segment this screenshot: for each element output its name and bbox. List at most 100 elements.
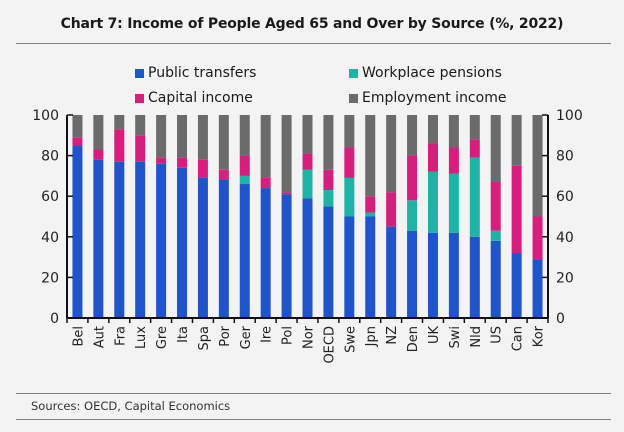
x-tick-label: Bel: [71, 326, 86, 347]
bar-public-transfers: [218, 179, 229, 318]
legend-item-public-transfers: Public transfers: [135, 65, 256, 81]
y-tick-label-left: 0: [50, 311, 59, 327]
bar-employment-income: [135, 115, 146, 136]
x-tick-label: Swe: [343, 326, 358, 353]
bar-public-transfers: [532, 259, 543, 318]
bar-capital-income: [365, 196, 376, 213]
bar-public-transfers: [239, 184, 250, 318]
bar-employment-income: [427, 115, 438, 144]
bar-public-transfers: [448, 232, 459, 318]
bar-workplace-pensions: [365, 212, 376, 217]
bar-capital-income: [177, 157, 188, 168]
x-tick-label: Aut: [92, 326, 107, 348]
bar-capital-income: [344, 147, 355, 178]
bar-public-transfers: [511, 253, 522, 318]
bar-employment-income: [197, 115, 208, 160]
bar-employment-income: [281, 115, 292, 193]
bar-public-transfers: [323, 206, 334, 318]
bar-employment-income: [156, 115, 167, 158]
y-tick-label-right: 0: [556, 311, 565, 327]
bar-capital-income: [93, 149, 104, 160]
legend-swatch-employment-income: [349, 93, 358, 103]
x-tick-label: Nld: [469, 326, 484, 348]
x-tick-label: Den: [406, 326, 421, 352]
legend-swatch-public-transfers: [135, 68, 144, 78]
y-tick-label-left: 80: [41, 149, 59, 165]
bar-public-transfers: [302, 198, 313, 318]
bar-public-transfers: [490, 240, 501, 318]
bar-workplace-pensions: [448, 173, 459, 233]
bar-public-transfers: [407, 230, 418, 318]
x-tick-label: UK: [427, 326, 442, 345]
bar-capital-income: [448, 147, 459, 174]
legend-item-employment-income: Employment income: [349, 90, 506, 106]
bar-public-transfers: [197, 177, 208, 318]
bar-public-transfers: [72, 145, 83, 318]
bar-capital-income: [532, 216, 543, 260]
bar-employment-income: [469, 115, 480, 140]
bar-capital-income: [135, 135, 146, 162]
bar-capital-income: [302, 153, 313, 170]
bar-capital-income: [469, 139, 480, 158]
x-tick-label: Fra: [113, 326, 128, 346]
y-tick-label-left: 100: [32, 108, 59, 124]
bar-capital-income: [197, 159, 208, 178]
x-tick-label: Ita: [176, 326, 191, 343]
legend-label: Workplace pensions: [362, 65, 502, 81]
bar-employment-income: [407, 115, 418, 156]
bar-capital-income: [239, 155, 250, 176]
footer-divider-bottom: [16, 419, 611, 420]
x-tick-label: NZ: [385, 326, 400, 345]
y-tick-label-right: 100: [556, 108, 583, 124]
x-tick-label: US: [490, 326, 505, 344]
bar-public-transfers: [281, 194, 292, 318]
x-tick-label: Gre: [155, 326, 170, 349]
x-tick-label: Can: [511, 326, 526, 351]
legend-item-workplace-pensions: Workplace pensions: [349, 65, 502, 81]
x-tick-label: Nor: [302, 325, 317, 349]
bar-capital-income: [427, 143, 438, 172]
bar-workplace-pensions: [302, 169, 313, 199]
bar-workplace-pensions: [407, 200, 418, 231]
bar-public-transfers: [344, 216, 355, 318]
y-tick-label-left: 60: [41, 189, 59, 205]
bar-public-transfers: [260, 188, 271, 318]
bar-public-transfers: [177, 167, 188, 318]
y-tick-label-left: 40: [41, 230, 59, 246]
bar-employment-income: [344, 115, 355, 148]
source-note: Sources: OECD, Capital Economics: [31, 399, 231, 413]
bar-employment-income: [490, 115, 501, 182]
bar-capital-income: [407, 155, 418, 201]
legend-item-capital-income: Capital income: [135, 90, 253, 106]
legend-label: Public transfers: [148, 65, 257, 81]
bar-public-transfers: [114, 161, 125, 318]
legend-swatch-capital-income: [135, 93, 144, 103]
bar-employment-income: [386, 115, 397, 193]
title-divider: [16, 43, 611, 44]
bar-employment-income: [448, 115, 459, 148]
bar-public-transfers: [365, 216, 376, 318]
bar-employment-income: [218, 115, 229, 170]
legend-swatch-workplace-pensions: [349, 68, 358, 78]
bar-employment-income: [302, 115, 313, 154]
y-tick-label-right: 80: [556, 149, 574, 165]
x-tick-label: Ire: [260, 326, 275, 343]
bar-capital-income: [156, 157, 167, 164]
bar-capital-income: [218, 169, 229, 180]
bar-workplace-pensions: [239, 175, 250, 185]
bar-workplace-pensions: [469, 157, 480, 237]
x-tick-label: Jpn: [364, 326, 379, 347]
bar-capital-income: [260, 177, 271, 189]
bar-employment-income: [511, 115, 522, 166]
bar-public-transfers: [135, 161, 146, 318]
bar-public-transfers: [386, 226, 397, 318]
bar-public-transfers: [156, 163, 167, 318]
bar-employment-income: [365, 115, 376, 197]
bar-capital-income: [72, 137, 83, 146]
bar-employment-income: [114, 115, 125, 130]
y-tick-label-right: 20: [556, 270, 574, 286]
x-tick-label: Swi: [448, 326, 463, 349]
x-tick-label: Spa: [197, 326, 212, 350]
legend-label: Employment income: [362, 90, 507, 106]
